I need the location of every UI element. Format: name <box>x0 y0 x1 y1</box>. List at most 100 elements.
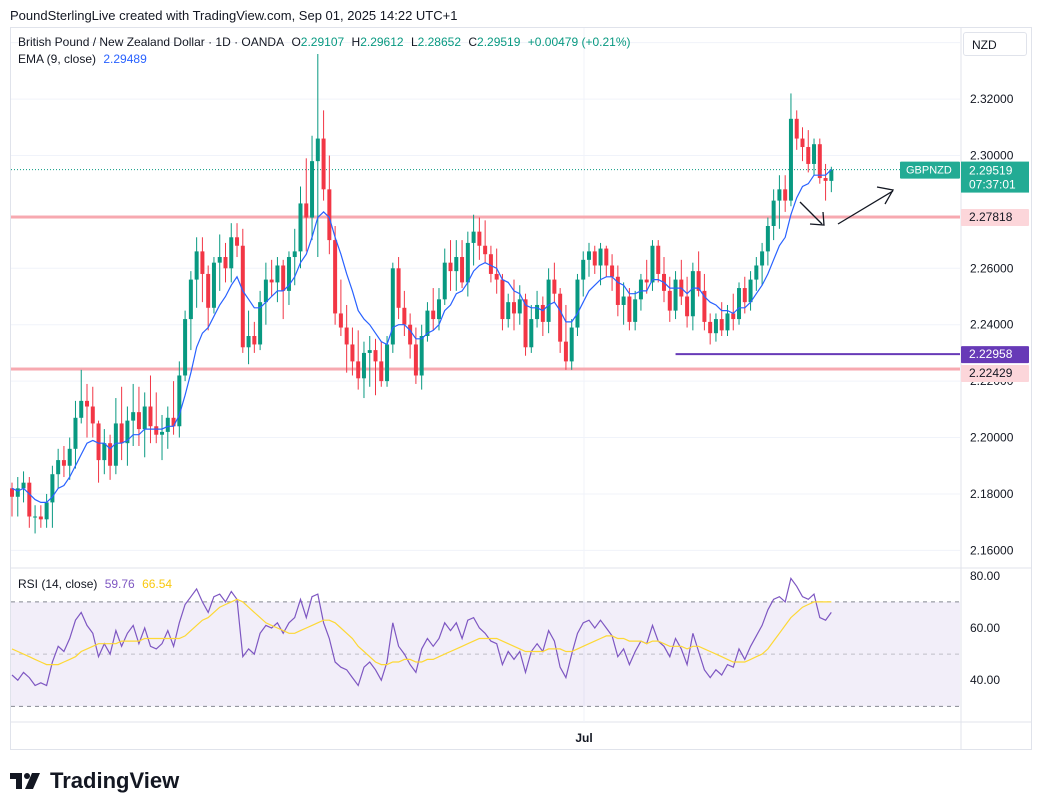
candle[interactable] <box>148 406 153 427</box>
candle[interactable] <box>183 319 188 376</box>
candle[interactable] <box>327 189 332 241</box>
candle[interactable] <box>592 251 597 266</box>
candle[interactable] <box>460 257 465 283</box>
candle[interactable] <box>511 302 516 314</box>
candle[interactable] <box>211 262 216 308</box>
candle[interactable] <box>754 265 759 280</box>
candle[interactable] <box>194 251 199 280</box>
resistance-tag[interactable]: 2.27818 <box>969 210 1013 224</box>
candle[interactable] <box>517 299 522 314</box>
down-arrow-drawing[interactable] <box>799 201 823 225</box>
last-price-tag[interactable]: 2.29519 <box>969 164 1013 178</box>
candle[interactable] <box>587 251 591 260</box>
candle[interactable] <box>402 307 407 325</box>
candle[interactable] <box>90 406 95 424</box>
support-tag[interactable]: 2.22429 <box>969 366 1013 380</box>
candle[interactable] <box>667 290 672 311</box>
candle[interactable] <box>552 279 557 294</box>
candle[interactable] <box>235 237 240 246</box>
candle[interactable] <box>252 336 257 345</box>
candle[interactable] <box>777 189 782 201</box>
candle[interactable] <box>136 412 141 430</box>
candle[interactable] <box>431 310 436 320</box>
candle[interactable] <box>702 290 707 322</box>
candle[interactable] <box>540 304 545 322</box>
candle[interactable] <box>108 443 113 466</box>
candle[interactable] <box>56 460 61 475</box>
ema-legend[interactable]: EMA (9, close) 2.29489 <box>18 52 151 66</box>
candle[interactable] <box>177 375 182 427</box>
candle[interactable] <box>73 417 78 449</box>
candle[interactable] <box>85 400 90 407</box>
up-arrow-drawing[interactable] <box>837 190 894 225</box>
candle[interactable] <box>27 482 32 517</box>
candle[interactable] <box>321 138 326 190</box>
candle[interactable] <box>760 251 765 266</box>
candle[interactable] <box>448 262 453 272</box>
candle[interactable] <box>621 296 626 305</box>
candle[interactable] <box>633 299 638 322</box>
candle[interactable] <box>154 426 159 435</box>
candle[interactable] <box>33 516 38 518</box>
candle[interactable] <box>465 242 470 283</box>
candle[interactable] <box>471 231 476 243</box>
rsi-ma-line[interactable] <box>11 598 832 666</box>
symbol-tag[interactable]: GBPNZD <box>906 165 952 177</box>
candle[interactable] <box>119 423 124 444</box>
candle[interactable] <box>333 240 338 314</box>
candle[interactable] <box>708 321 713 334</box>
candle[interactable] <box>765 226 770 252</box>
candle[interactable] <box>719 319 724 331</box>
candle[interactable] <box>188 279 193 320</box>
candle[interactable] <box>298 203 303 252</box>
candle[interactable] <box>160 431 165 435</box>
candle[interactable] <box>569 327 574 362</box>
candle[interactable] <box>788 118 793 201</box>
candle[interactable] <box>627 296 632 322</box>
mid-level-tag[interactable]: 2.22958 <box>969 347 1013 361</box>
rsi-legend[interactable]: RSI (14, close) 59.76 66.54 <box>18 577 176 591</box>
candle[interactable] <box>506 302 511 320</box>
candle[interactable] <box>131 412 136 421</box>
candle[interactable] <box>500 279 505 320</box>
candle[interactable] <box>419 336 424 376</box>
candle[interactable] <box>413 344 418 376</box>
candle[interactable] <box>361 352 366 379</box>
ema-line[interactable] <box>11 169 832 503</box>
currency-selector[interactable]: NZD <box>963 32 1027 56</box>
candle[interactable] <box>563 341 568 362</box>
candle[interactable] <box>725 313 730 331</box>
candle[interactable] <box>275 265 280 283</box>
candle[interactable] <box>96 423 101 461</box>
candle[interactable] <box>263 279 268 303</box>
candle[interactable] <box>644 279 649 283</box>
candle[interactable] <box>50 474 55 503</box>
candle[interactable] <box>615 276 620 305</box>
candle[interactable] <box>367 350 372 353</box>
candle[interactable] <box>200 251 205 274</box>
candle[interactable] <box>731 313 736 320</box>
candle[interactable] <box>21 482 26 489</box>
candle[interactable] <box>67 448 72 466</box>
candle[interactable] <box>379 361 384 382</box>
candle[interactable] <box>38 516 43 520</box>
candle[interactable] <box>575 279 580 328</box>
candle[interactable] <box>748 279 753 303</box>
candle[interactable] <box>483 245 488 255</box>
candle[interactable] <box>685 296 690 317</box>
candle[interactable] <box>217 257 222 263</box>
candle[interactable] <box>771 200 776 226</box>
candle[interactable] <box>673 279 678 311</box>
candle[interactable] <box>696 271 701 291</box>
rsi-line[interactable] <box>11 577 832 687</box>
candle[interactable] <box>783 189 788 201</box>
candle[interactable] <box>638 279 643 300</box>
candle[interactable] <box>304 203 309 218</box>
candle[interactable] <box>350 344 355 362</box>
candle[interactable] <box>281 265 286 291</box>
candle[interactable] <box>344 327 349 345</box>
candle[interactable] <box>794 118 799 139</box>
candle[interactable] <box>79 400 84 418</box>
candle[interactable] <box>396 268 401 308</box>
